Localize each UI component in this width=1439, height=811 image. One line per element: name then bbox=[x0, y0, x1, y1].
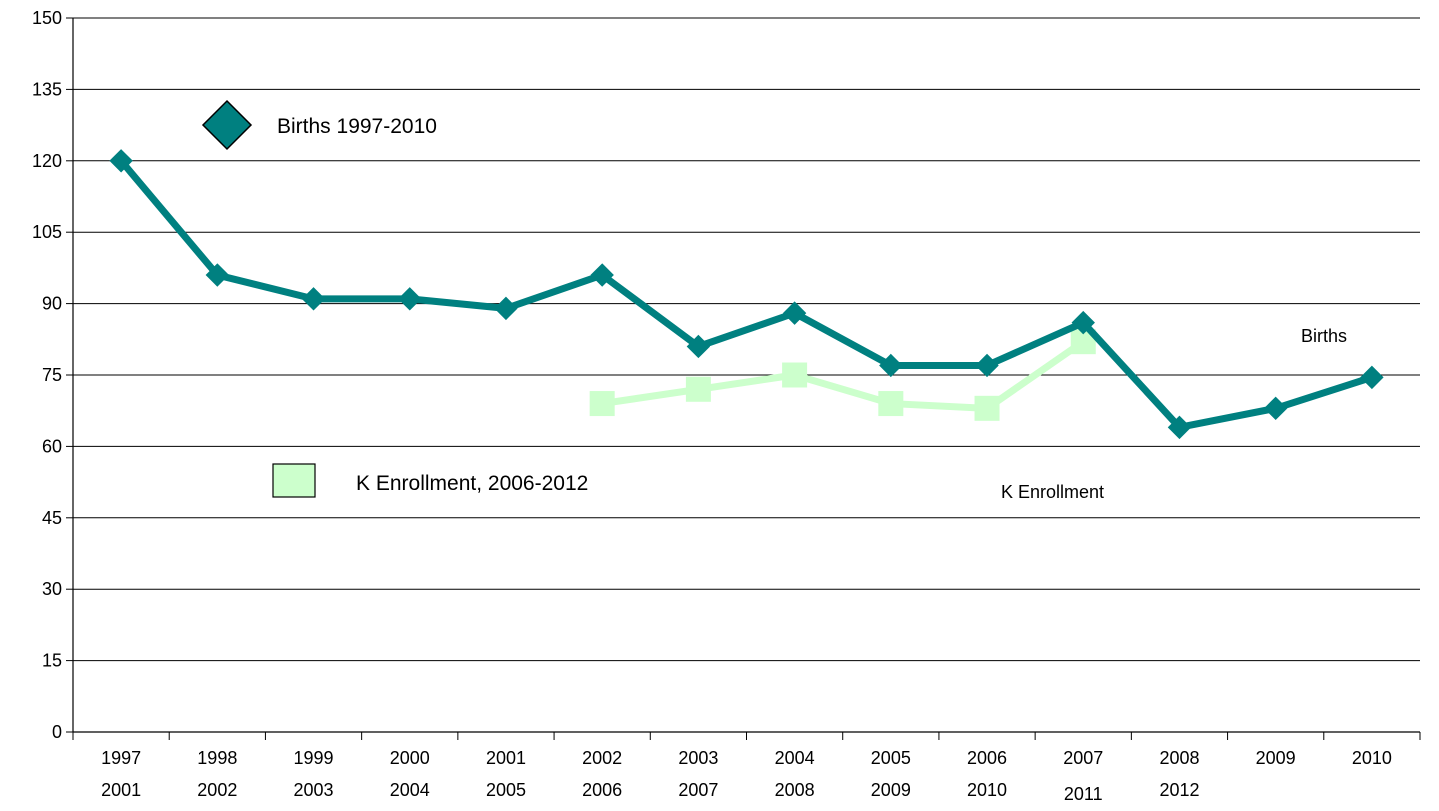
x-tick-label: 2005 bbox=[871, 748, 911, 768]
y-tick-label: 120 bbox=[32, 151, 62, 171]
data-point-diamond bbox=[1360, 365, 1384, 390]
series-births bbox=[109, 149, 1384, 440]
y-tick-label: 75 bbox=[42, 365, 62, 385]
x-tick-label: 2010 bbox=[1352, 748, 1392, 768]
data-point-square bbox=[782, 362, 808, 388]
y-tick-label: 105 bbox=[32, 222, 62, 242]
y-tick-label: 90 bbox=[42, 294, 62, 314]
legend-marker-births bbox=[201, 99, 253, 151]
x-tick-label: 2004 bbox=[390, 780, 430, 800]
series-line bbox=[117, 157, 1376, 431]
x-tick-label: 2004 bbox=[775, 748, 815, 768]
y-tick-label: 30 bbox=[42, 579, 62, 599]
legend-label-births: Births 1997-2010 bbox=[277, 115, 437, 138]
x-tick-label: 2008 bbox=[775, 780, 815, 800]
annotations: Births K Enrollment bbox=[1001, 326, 1347, 502]
data-point-square bbox=[974, 395, 1000, 421]
data-point-diamond bbox=[1263, 396, 1288, 421]
legend-label-k-enrollment: K Enrollment, 2006-2012 bbox=[356, 472, 588, 495]
x-tick-label: 2011 bbox=[1064, 784, 1103, 804]
axes: 0 15 30 45 60 75 90 105 120 135 150 1997 2001 1998 200… bbox=[32, 8, 1421, 804]
x-tick-label: 2007 bbox=[678, 780, 718, 800]
data-point-diamond bbox=[1071, 310, 1095, 335]
data-point-square bbox=[589, 391, 615, 417]
x-tick-label: 2010 bbox=[967, 780, 1007, 800]
data-point-square bbox=[685, 376, 711, 402]
y-tick-label: 0 bbox=[52, 722, 62, 742]
x-tick-label: 2009 bbox=[871, 780, 911, 800]
data-point-diamond bbox=[782, 301, 807, 325]
x-tick-label: 2006 bbox=[582, 780, 622, 800]
data-point-diamond bbox=[975, 353, 999, 378]
x-tick-label: 2002 bbox=[582, 748, 622, 768]
x-tick-label: 2009 bbox=[1256, 748, 1296, 768]
data-point-diamond bbox=[686, 334, 711, 359]
x-tick-label: 2002 bbox=[197, 780, 237, 800]
annotation-k-enrollment: K Enrollment bbox=[1001, 482, 1104, 502]
data-point-diamond bbox=[494, 296, 518, 321]
annotation-births: Births bbox=[1301, 326, 1347, 346]
x-tick-label: 2000 bbox=[390, 748, 430, 768]
data-point-diamond bbox=[301, 287, 326, 311]
y-tick-label: 60 bbox=[42, 436, 62, 456]
data-point-diamond bbox=[879, 353, 903, 378]
x-tick-label: 1997 bbox=[101, 748, 141, 768]
x-tick-label: 2008 bbox=[1159, 748, 1199, 768]
x-tick-label: 2001 bbox=[101, 780, 141, 800]
x-tick-label: 2012 bbox=[1159, 780, 1199, 800]
x-tick-label: 2005 bbox=[486, 780, 526, 800]
x-tick-label: 2003 bbox=[678, 748, 718, 768]
y-tick-label: 150 bbox=[32, 8, 62, 28]
x-tick-label: 2006 bbox=[967, 748, 1007, 768]
x-tick-label: 2003 bbox=[294, 780, 334, 800]
data-point-diamond bbox=[590, 263, 614, 287]
data-point-square bbox=[878, 391, 904, 417]
y-tick-label: 135 bbox=[32, 79, 62, 99]
x-tick-label: 2007 bbox=[1063, 748, 1103, 768]
data-point-diamond bbox=[398, 287, 422, 311]
data-point-diamond bbox=[1167, 415, 1192, 440]
y-tick-label: 15 bbox=[42, 651, 62, 671]
data-point-diamond bbox=[205, 263, 230, 287]
legend: Births 1997-2010 K Enrollment, 2006-2012 bbox=[201, 99, 588, 498]
y-tick-label: 45 bbox=[42, 508, 62, 528]
series-line bbox=[598, 338, 1087, 412]
gridlines bbox=[73, 17, 1420, 733]
x-tick-label: 2001 bbox=[486, 748, 526, 768]
x-tick-label: 1998 bbox=[197, 748, 237, 768]
series-group bbox=[109, 149, 1384, 440]
legend-marker-k-enrollment bbox=[272, 463, 316, 498]
x-tick-label: 1999 bbox=[294, 748, 334, 768]
data-point-diamond bbox=[109, 149, 133, 173]
